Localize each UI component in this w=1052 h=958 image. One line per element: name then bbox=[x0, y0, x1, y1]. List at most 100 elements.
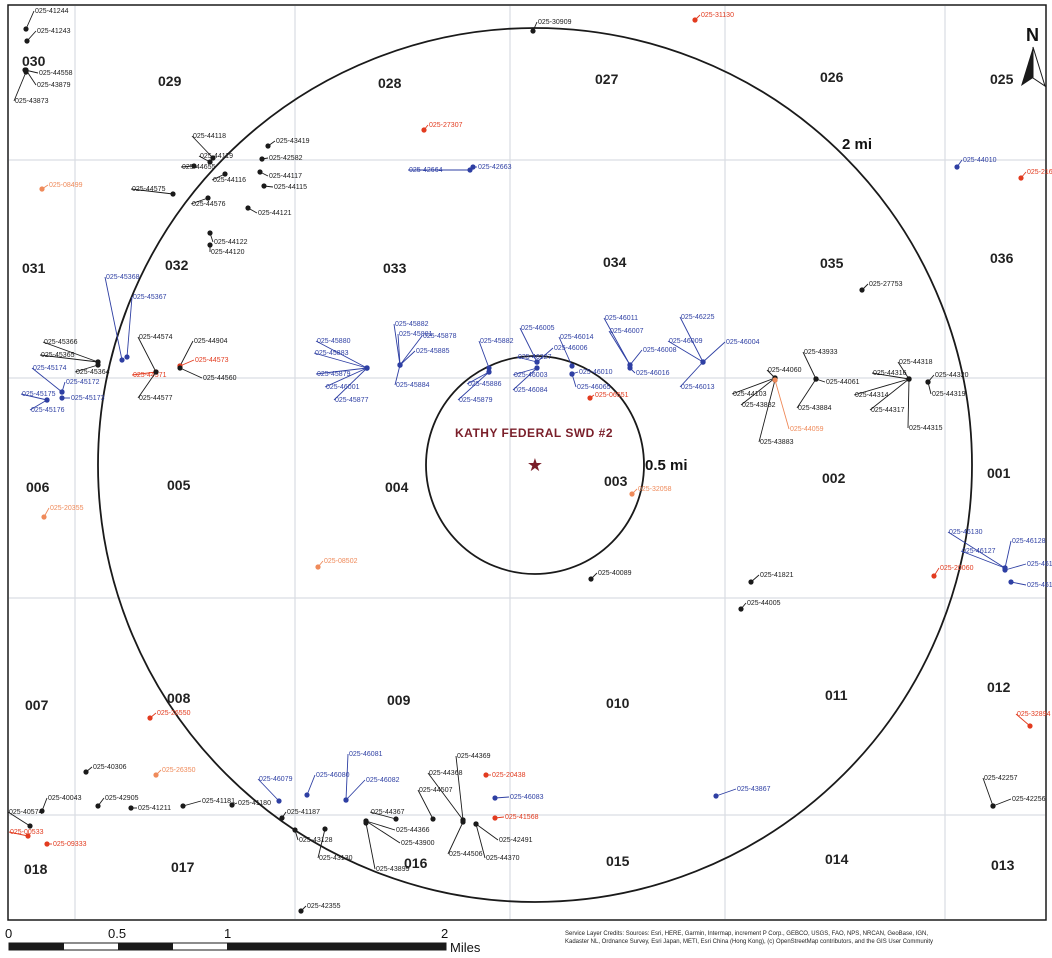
well-025-32058[interactable]: 025-32058 bbox=[629, 486, 672, 497]
well-label: 025-44506 bbox=[449, 851, 483, 858]
well-025-46065[interactable]: 025-46065 bbox=[569, 371, 611, 391]
well-025-31130[interactable]: 025-31130 bbox=[692, 12, 734, 23]
well-label: 025-20060 bbox=[940, 565, 974, 572]
well-025-44121[interactable]: 025-44121 bbox=[245, 205, 292, 217]
well-025-44577[interactable]: 025-44577 bbox=[137, 369, 173, 402]
well-025-42256[interactable]: 025-42256 bbox=[990, 796, 1046, 809]
well-025-44315[interactable]: 025-44315 bbox=[906, 376, 943, 432]
well-025-30909[interactable]: 025-30909 bbox=[530, 19, 572, 34]
well-025-45368[interactable]: 025-45368 bbox=[104, 274, 140, 363]
well-025-45364[interactable]: 025-45364 bbox=[74, 362, 110, 376]
well-marker-icon bbox=[700, 359, 706, 365]
well-label: 025-45367 bbox=[133, 294, 167, 301]
well-025-42905[interactable]: 025-42905 bbox=[95, 795, 139, 809]
well-label: 025-27307 bbox=[429, 122, 463, 129]
well-025-44575[interactable]: 025-44575 bbox=[130, 186, 176, 197]
well-025-09333[interactable]: 025-09333 bbox=[44, 841, 87, 848]
well-025-44655[interactable]: 025-44655 bbox=[180, 163, 216, 171]
well-025-44319[interactable]: 025-44319 bbox=[925, 379, 966, 398]
well-025-00533[interactable]: 025-00533 bbox=[8, 829, 44, 839]
well-025-44010[interactable]: 025-44010 bbox=[954, 157, 997, 170]
well-025-26550[interactable]: 025-26550 bbox=[147, 710, 191, 721]
well-025-44115[interactable]: 025-44115 bbox=[261, 183, 307, 191]
well-label: 025-06551 bbox=[595, 392, 629, 399]
well-025-06551[interactable]: 025-06551 bbox=[587, 392, 629, 401]
well-025-40574[interactable]: 025-40574 bbox=[7, 809, 43, 829]
well-025-40306[interactable]: 025-40306 bbox=[83, 764, 127, 775]
well-025-45877[interactable]: 025-45877 bbox=[333, 365, 370, 404]
well-marker-icon bbox=[748, 579, 754, 585]
well-025-44119[interactable]: 025-44119 bbox=[198, 153, 233, 165]
well-025-44367[interactable]: 025-44367 bbox=[369, 809, 405, 822]
well-025-46082[interactable]: 025-46082 bbox=[343, 777, 400, 803]
well-025-21665[interactable]: 025-21665 bbox=[1018, 169, 1052, 181]
well-025-41180[interactable]: 025-41180 bbox=[229, 800, 271, 808]
well-025-41243[interactable]: 025-41243 bbox=[24, 28, 71, 44]
well-025-44117[interactable]: 025-44117 bbox=[257, 169, 302, 180]
well-025-46132[interactable]: 025-46132 bbox=[1008, 579, 1052, 589]
well-025-44560[interactable]: 025-44560 bbox=[177, 365, 237, 382]
well-025-44116[interactable]: 025-44116 bbox=[211, 171, 246, 184]
well-025-46014[interactable]: 025-46014 bbox=[558, 334, 594, 369]
well-025-45173[interactable]: 025-45173 bbox=[59, 395, 105, 402]
well-025-44122[interactable]: 025-44122 bbox=[207, 230, 248, 246]
well-025-44576[interactable]: 025-44576 bbox=[190, 195, 226, 208]
well-025-43884[interactable]: 025-43884 bbox=[796, 376, 832, 412]
well-marker-icon bbox=[24, 38, 30, 44]
well-025-46013[interactable]: 025-46013 bbox=[679, 359, 715, 391]
well-025-45172[interactable]: 025-45172 bbox=[59, 379, 100, 395]
well-025-44506[interactable]: 025-44506 bbox=[447, 819, 483, 858]
well-025-27307[interactable]: 025-27307 bbox=[421, 122, 463, 133]
well-025-42355[interactable]: 025-42355 bbox=[298, 903, 341, 914]
well-025-44118[interactable]: 025-44118 bbox=[191, 133, 226, 161]
well-025-43899[interactable]: 025-43899 bbox=[363, 820, 410, 873]
well-025-41568[interactable]: 025-41568 bbox=[492, 814, 539, 821]
well-025-42491[interactable]: 025-42491 bbox=[473, 821, 533, 844]
well-025-08502[interactable]: 025-08502 bbox=[315, 558, 358, 570]
well-025-46131[interactable]: 025-46131 bbox=[1002, 561, 1052, 573]
well-025-42663[interactable]: 025-42663 bbox=[470, 164, 512, 171]
well-025-32894[interactable]: 025-32894 bbox=[1015, 711, 1051, 729]
well-025-41244[interactable]: 025-41244 bbox=[23, 8, 69, 32]
well-025-40043[interactable]: 025-40043 bbox=[39, 795, 82, 814]
well-025-43128[interactable]: 025-43128 bbox=[292, 827, 333, 844]
well-025-46079[interactable]: 025-46079 bbox=[257, 776, 293, 804]
well-025-46084[interactable]: 025-46084 bbox=[512, 365, 548, 394]
well-025-43419[interactable]: 025-43419 bbox=[265, 138, 310, 149]
well-label: 025-45173 bbox=[71, 395, 105, 402]
well-025-43873[interactable]: 025-43873 bbox=[13, 69, 49, 105]
well-025-20438[interactable]: 025-20438 bbox=[483, 772, 526, 779]
well-025-41187[interactable]: 025-41187 bbox=[279, 809, 320, 821]
well-025-45882b[interactable]: 025-45882 bbox=[478, 338, 514, 371]
well-025-20355[interactable]: 025-20355 bbox=[41, 505, 84, 520]
well-025-45367[interactable]: 025-45367 bbox=[124, 294, 167, 360]
well-025-45879b[interactable]: 025-45879 bbox=[457, 369, 493, 404]
well-marker-icon bbox=[177, 365, 183, 371]
well-025-40089[interactable]: 025-40089 bbox=[588, 570, 632, 582]
well-025-20060[interactable]: 025-20060 bbox=[931, 565, 974, 579]
well-marker-icon bbox=[569, 371, 575, 377]
well-025-27753[interactable]: 025-27753 bbox=[859, 281, 903, 293]
well-025-45884[interactable]: 025-45884 bbox=[394, 362, 430, 389]
well-025-44059[interactable]: 025-44059 bbox=[772, 377, 824, 433]
well-025-08499[interactable]: 025-08499 bbox=[39, 182, 83, 192]
well-025-44005[interactable]: 025-44005 bbox=[738, 600, 781, 612]
well-label: 025-44120 bbox=[211, 249, 245, 256]
well-025-41181[interactable]: 025-41181 bbox=[180, 798, 235, 809]
well-marker-icon bbox=[322, 826, 328, 832]
well-025-44120[interactable]: 025-44120 bbox=[207, 242, 245, 256]
well-025-41211[interactable]: 025-41211 bbox=[128, 805, 171, 812]
well-025-44507[interactable]: 025-44507 bbox=[417, 787, 453, 822]
well-025-26350[interactable]: 025-26350 bbox=[153, 767, 196, 778]
well-025-46016[interactable]: 025-46016 bbox=[627, 365, 670, 377]
well-025-46083[interactable]: 025-46083 bbox=[492, 794, 544, 801]
well-marker-icon bbox=[713, 793, 719, 799]
well-025-43867[interactable]: 025-43867 bbox=[713, 786, 771, 799]
well-025-43130[interactable]: 025-43130 bbox=[317, 826, 353, 862]
well-025-46080[interactable]: 025-46080 bbox=[304, 772, 350, 798]
well-025-45176[interactable]: 025-45176 bbox=[29, 397, 65, 414]
well-025-42582[interactable]: 025-42582 bbox=[259, 155, 303, 162]
well-025-46227[interactable]: 025-46227 bbox=[516, 354, 552, 365]
well-marker-icon bbox=[483, 772, 489, 778]
well-025-41821[interactable]: 025-41821 bbox=[748, 572, 794, 585]
